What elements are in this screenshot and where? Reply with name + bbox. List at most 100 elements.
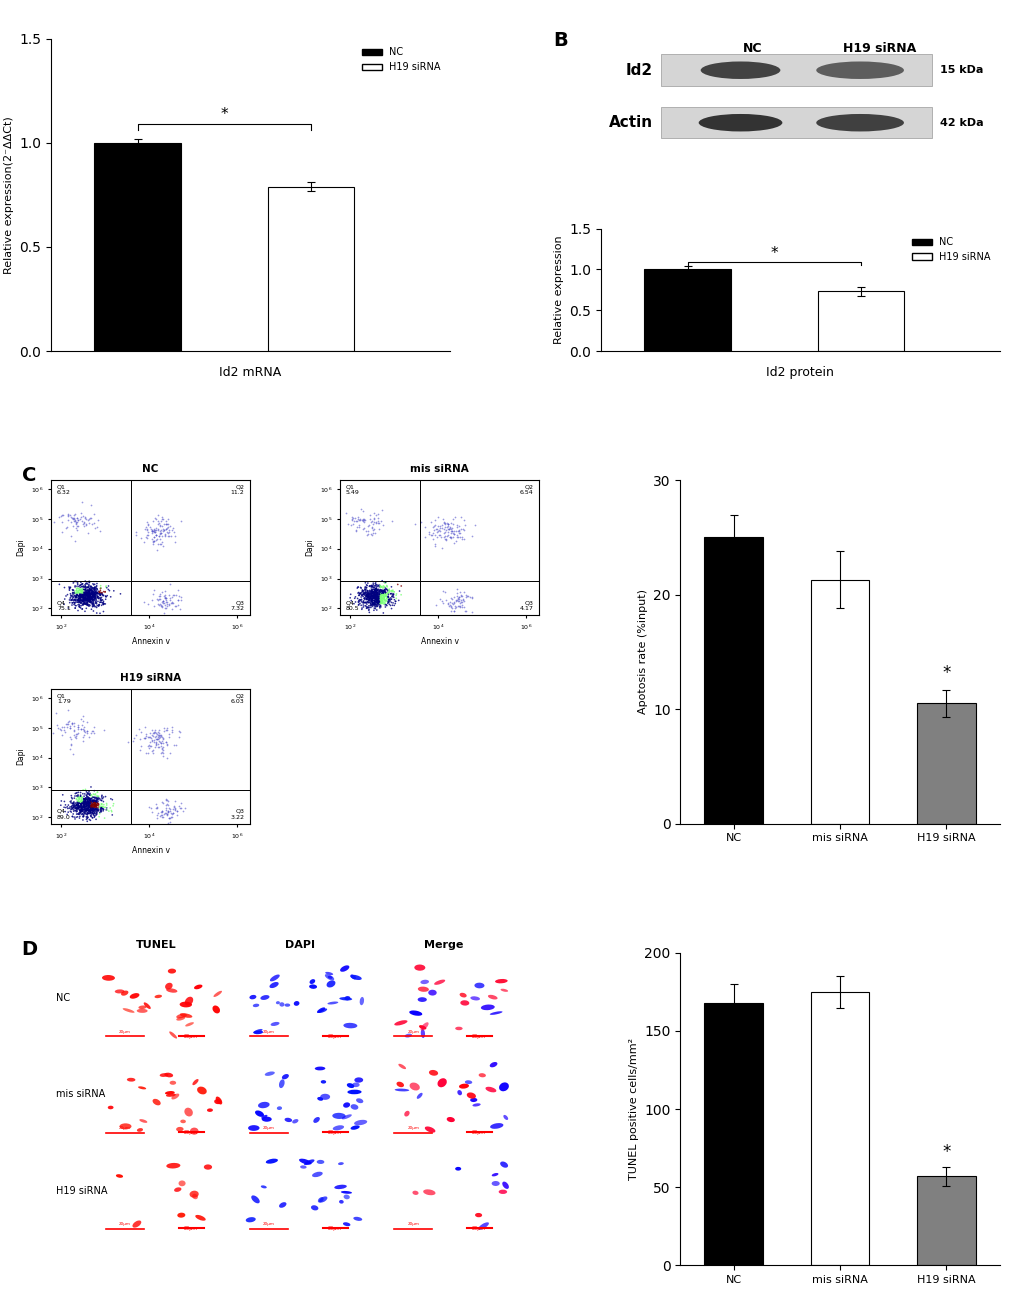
Point <box>84 795 100 816</box>
Point <box>378 584 394 604</box>
Point <box>76 789 93 809</box>
Point <box>51 574 67 595</box>
Point <box>382 589 398 609</box>
Point <box>169 590 185 611</box>
Point <box>83 793 99 813</box>
Point <box>359 586 375 607</box>
Point <box>75 795 92 816</box>
Point <box>73 790 90 811</box>
Point <box>85 808 101 829</box>
Point <box>77 582 94 603</box>
Point <box>360 585 376 605</box>
Point <box>67 587 84 608</box>
Point <box>88 576 104 596</box>
Point <box>82 793 98 813</box>
Point <box>68 586 85 607</box>
Point <box>72 719 89 740</box>
Point <box>373 591 389 612</box>
Point <box>142 723 158 744</box>
Point <box>70 795 87 816</box>
Point <box>79 808 96 829</box>
Point <box>366 586 382 607</box>
Point <box>78 580 95 600</box>
Point <box>71 591 88 612</box>
Point <box>374 587 390 608</box>
Point <box>73 793 90 813</box>
Point <box>64 795 81 816</box>
Point <box>87 794 103 815</box>
Point <box>376 580 392 600</box>
Point <box>347 586 364 607</box>
Point <box>344 514 361 534</box>
Point <box>144 520 160 541</box>
Point <box>97 594 113 615</box>
Point <box>68 795 85 816</box>
Point <box>165 799 181 820</box>
Point <box>368 591 384 612</box>
Point <box>70 591 87 612</box>
Point <box>86 574 102 595</box>
Point <box>75 789 92 809</box>
Point <box>358 586 374 607</box>
Point <box>95 797 111 817</box>
Point <box>378 595 394 616</box>
Point <box>65 793 82 813</box>
Point <box>373 587 389 608</box>
Point <box>375 515 391 536</box>
Point <box>79 589 96 609</box>
Point <box>79 799 96 820</box>
Point <box>75 798 92 818</box>
Point <box>75 797 92 817</box>
Point <box>362 587 378 608</box>
Point <box>84 594 100 615</box>
Point <box>82 586 98 607</box>
Point <box>87 586 103 607</box>
Point <box>376 590 392 611</box>
Point <box>83 802 99 822</box>
Point <box>78 582 95 603</box>
Point <box>150 727 166 747</box>
Point <box>77 793 94 813</box>
Point <box>81 584 97 604</box>
Point <box>93 587 109 608</box>
Point <box>88 582 104 603</box>
Point <box>445 593 462 613</box>
Point <box>83 798 99 818</box>
Point <box>79 593 96 613</box>
Point <box>369 590 385 611</box>
Point <box>97 786 113 807</box>
Point <box>371 589 387 609</box>
Point <box>72 574 89 595</box>
Point <box>161 585 177 605</box>
Point <box>64 593 81 613</box>
Point <box>170 720 186 741</box>
Point <box>62 511 78 532</box>
Point <box>74 585 91 605</box>
Point <box>150 519 166 540</box>
FancyBboxPatch shape <box>660 54 931 86</box>
Point <box>444 523 461 544</box>
Point <box>369 584 385 604</box>
Point <box>55 785 71 806</box>
Point <box>67 793 84 813</box>
Point <box>74 788 91 808</box>
Point <box>68 582 85 603</box>
Point <box>71 788 88 808</box>
Point <box>147 720 163 741</box>
Point <box>427 525 443 546</box>
Point <box>78 589 95 609</box>
Point <box>70 589 87 609</box>
Point <box>78 791 95 812</box>
Point <box>81 789 97 809</box>
Point <box>352 582 368 603</box>
Point <box>81 586 97 607</box>
Point <box>79 799 96 820</box>
Point <box>373 590 389 611</box>
Point <box>83 802 99 822</box>
Point <box>78 795 95 816</box>
Point <box>162 799 178 820</box>
Point <box>439 513 455 533</box>
Point <box>85 791 101 812</box>
Point <box>372 584 388 604</box>
Point <box>370 582 386 603</box>
